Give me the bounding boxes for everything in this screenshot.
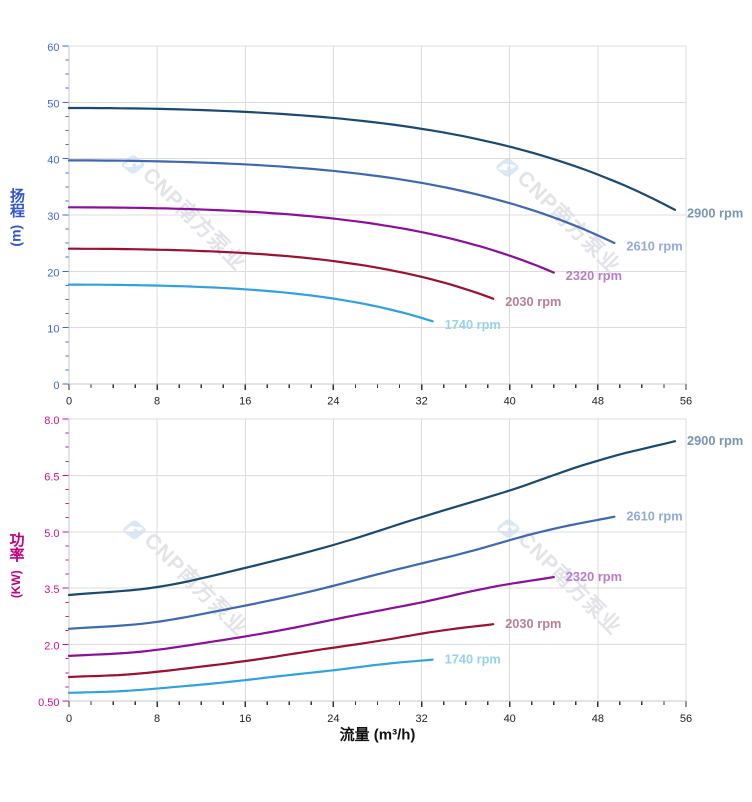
svg-text:流量 (m³/h): 流量 (m³/h) xyxy=(340,726,416,744)
svg-text:0.50: 0.50 xyxy=(38,697,59,709)
svg-text:30: 30 xyxy=(47,211,59,223)
svg-text:3.5: 3.5 xyxy=(44,584,59,596)
svg-text:2.0: 2.0 xyxy=(44,641,59,653)
svg-text:0: 0 xyxy=(66,713,72,725)
svg-text:32: 32 xyxy=(415,396,427,408)
svg-text:程: 程 xyxy=(10,203,25,220)
svg-text:32: 32 xyxy=(415,713,427,725)
svg-text:1740 rpm: 1740 rpm xyxy=(445,652,501,667)
svg-text:56: 56 xyxy=(680,396,692,408)
svg-text:48: 48 xyxy=(592,396,604,408)
svg-text:2900 rpm: 2900 rpm xyxy=(687,433,743,448)
svg-text:8: 8 xyxy=(154,713,160,725)
svg-text:24: 24 xyxy=(327,713,339,725)
svg-text:2320 rpm: 2320 rpm xyxy=(566,268,622,283)
svg-text:1740 rpm: 1740 rpm xyxy=(445,317,501,332)
svg-text:20: 20 xyxy=(47,267,59,279)
svg-text:5.0: 5.0 xyxy=(44,528,59,540)
svg-text:10: 10 xyxy=(47,324,59,336)
svg-text:16: 16 xyxy=(239,396,251,408)
svg-text:16: 16 xyxy=(239,713,251,725)
svg-text:50: 50 xyxy=(47,98,59,110)
svg-text:0: 0 xyxy=(66,396,72,408)
svg-text:8: 8 xyxy=(154,396,160,408)
svg-text:24: 24 xyxy=(327,396,339,408)
svg-text:56: 56 xyxy=(680,713,692,725)
svg-text:率: 率 xyxy=(9,546,24,564)
svg-text:40: 40 xyxy=(504,713,516,725)
svg-text:扬: 扬 xyxy=(10,187,25,205)
svg-text:2030 rpm: 2030 rpm xyxy=(505,294,561,309)
svg-text:0: 0 xyxy=(53,380,59,392)
svg-text:2610 rpm: 2610 rpm xyxy=(626,509,682,524)
svg-text:8.0: 8.0 xyxy=(44,415,59,427)
svg-text:6.5: 6.5 xyxy=(44,471,59,483)
svg-text:40: 40 xyxy=(504,396,516,408)
svg-text:40: 40 xyxy=(47,155,59,167)
svg-text:2030 rpm: 2030 rpm xyxy=(505,616,561,631)
svg-text:48: 48 xyxy=(592,713,604,725)
svg-text:功: 功 xyxy=(9,532,24,549)
svg-text:60: 60 xyxy=(47,42,59,54)
svg-text:2320 rpm: 2320 rpm xyxy=(566,569,622,584)
svg-text:(KW): (KW) xyxy=(9,570,23,598)
svg-text:(m): (m) xyxy=(8,225,24,247)
svg-text:2610 rpm: 2610 rpm xyxy=(626,239,682,254)
svg-text:2900 rpm: 2900 rpm xyxy=(687,205,743,220)
